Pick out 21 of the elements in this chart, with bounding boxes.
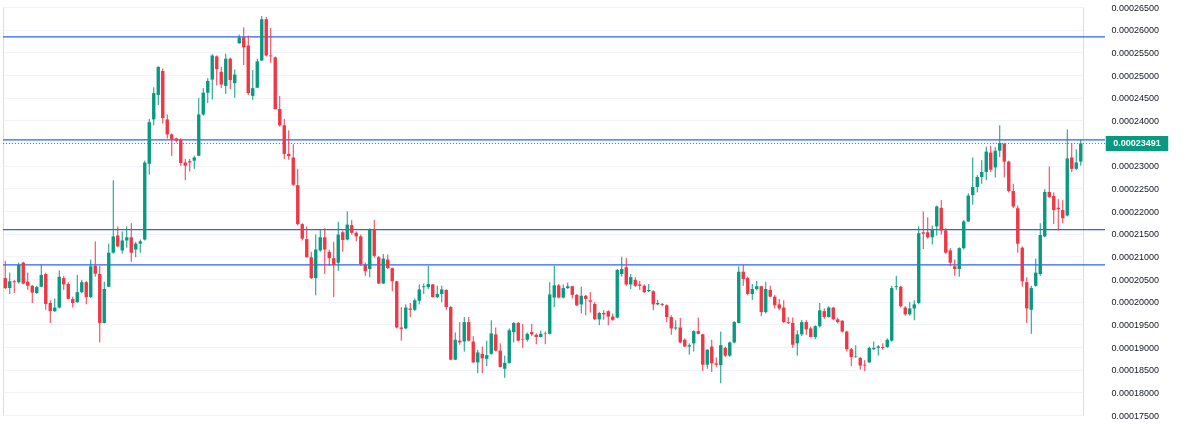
y-tick-label: 0.00020500	[1111, 274, 1160, 285]
y-tick-label: 0.00024000	[1111, 115, 1160, 126]
y-tick-label: 0.00018000	[1111, 387, 1160, 398]
candlestick	[543, 331, 547, 345]
y-tick-label: 0.00021000	[1111, 251, 1160, 262]
y-tick-label: 0.00022500	[1111, 183, 1160, 194]
y-tick-label: 0.00026500	[1111, 2, 1160, 13]
y-tick-label: 0.00022000	[1111, 206, 1160, 217]
y-tick-label: 0.00025500	[1111, 47, 1160, 58]
y-tick-label: 0.00026000	[1111, 25, 1160, 36]
ref-line-label: 0.00023491	[1113, 138, 1161, 149]
y-tick-label: 0.00023000	[1111, 161, 1160, 172]
y-tick-label: 0.00017500	[1111, 410, 1160, 421]
y-tick-label: 0.00021500	[1111, 229, 1160, 240]
candlestick	[521, 323, 525, 349]
y-tick-label: 0.00024500	[1111, 93, 1160, 104]
y-tick-label: 0.00025000	[1111, 70, 1160, 81]
y-tick-label: 0.00020000	[1111, 297, 1160, 308]
y-tick-label: 0.00018500	[1111, 365, 1160, 376]
y-tick-label: 0.00019000	[1111, 342, 1160, 353]
y-tick-label: 0.00019500	[1111, 319, 1160, 330]
